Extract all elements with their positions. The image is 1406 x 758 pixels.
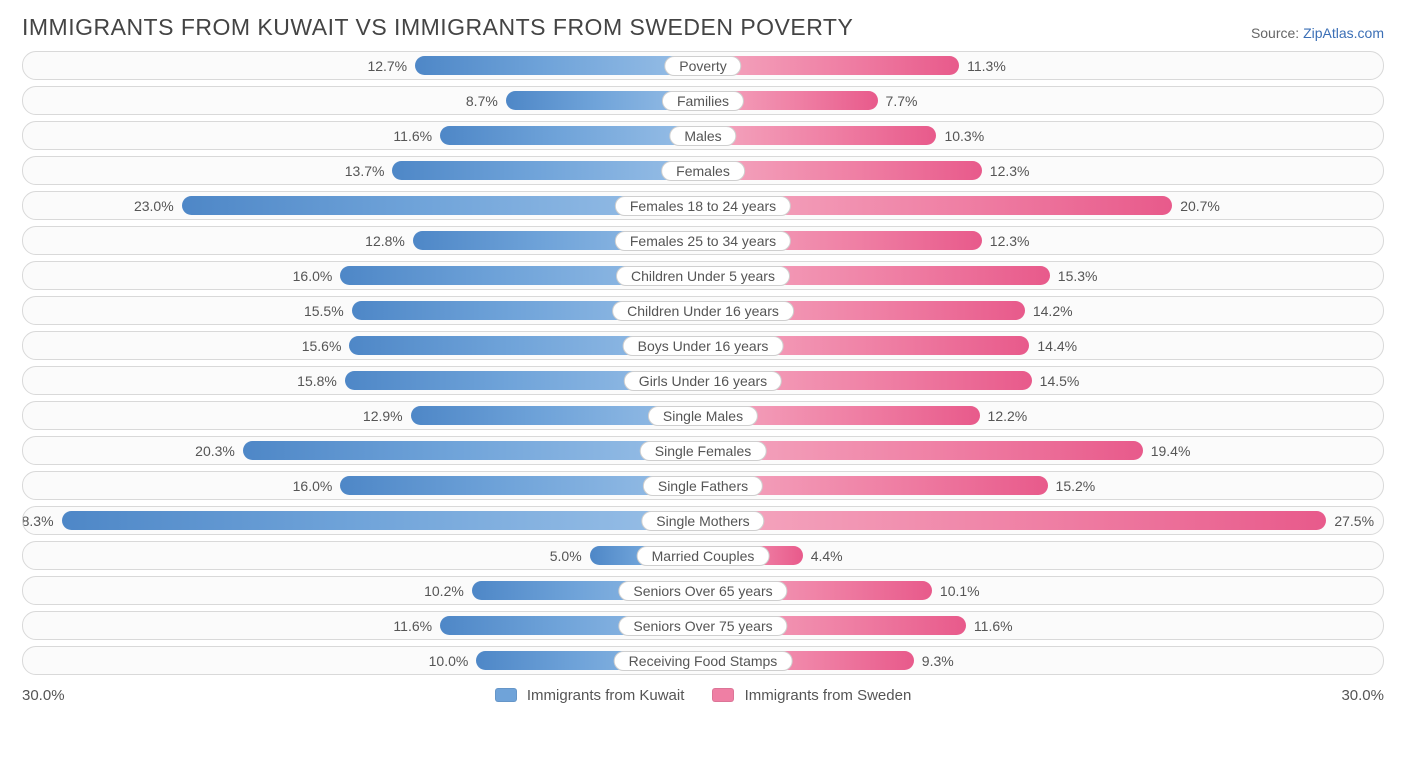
bar-sweden [703,511,1326,530]
category-label: Poverty [664,56,741,76]
category-label: Seniors Over 75 years [618,616,787,636]
legend-swatch-sweden [712,688,734,702]
chart-row: 12.7% 11.3% Poverty [22,51,1384,80]
value-label-sweden: 10.3% [936,122,992,149]
category-label: Single Mothers [641,511,764,531]
category-label: Children Under 16 years [612,301,794,321]
category-label: Females 18 to 24 years [615,196,791,216]
value-label-sweden: 19.4% [1143,437,1199,464]
bar-kuwait [440,126,703,145]
chart-row: 16.0% 15.3% Children Under 5 years [22,261,1384,290]
value-label-kuwait: 12.9% [355,402,411,429]
legend-swatch-kuwait [495,688,517,702]
source-label: Source: [1251,25,1299,41]
value-label-sweden: 7.7% [878,87,926,114]
value-label-kuwait: 10.2% [416,577,472,604]
category-label: Single Females [640,441,767,461]
category-label: Females [661,161,745,181]
legend-label-sweden: Immigrants from Sweden [745,687,912,704]
value-label-kuwait: 5.0% [542,542,590,569]
chart-row: 11.6% 11.6% Seniors Over 75 years [22,611,1384,640]
chart-row: 12.9% 12.2% Single Males [22,401,1384,430]
legend-label-kuwait: Immigrants from Kuwait [527,687,685,704]
value-label-kuwait: 8.7% [458,87,506,114]
bar-sweden [703,441,1143,460]
category-label: Single Males [648,406,758,426]
category-label: Boys Under 16 years [623,336,784,356]
chart-row: 11.6% 10.3% Males [22,121,1384,150]
value-label-kuwait: 20.3% [187,437,243,464]
value-label-sweden: 12.3% [982,227,1038,254]
category-label: Girls Under 16 years [624,371,782,391]
bar-kuwait [392,161,703,180]
value-label-kuwait: 16.0% [285,262,341,289]
value-label-kuwait: 16.0% [285,472,341,499]
value-label-kuwait: 12.7% [359,52,415,79]
header: IMMIGRANTS FROM KUWAIT VS IMMIGRANTS FRO… [0,0,1406,51]
chart-row: 15.5% 14.2% Children Under 16 years [22,296,1384,325]
value-label-kuwait: 10.0% [421,647,477,674]
value-label-sweden: 14.4% [1029,332,1085,359]
chart-row: 5.0% 4.4% Married Couples [22,541,1384,570]
chart-row: 15.8% 14.5% Girls Under 16 years [22,366,1384,395]
chart-row: 13.7% 12.3% Females [22,156,1384,185]
value-label-sweden: 15.3% [1050,262,1106,289]
chart-row: 16.0% 15.2% Single Fathers [22,471,1384,500]
category-label: Seniors Over 65 years [618,581,787,601]
legend-item-sweden: Immigrants from Sweden [712,687,911,704]
category-label: Families [662,91,744,111]
value-label-sweden: 4.4% [803,542,851,569]
value-label-sweden: 9.3% [914,647,962,674]
chart-row: 10.2% 10.1% Seniors Over 65 years [22,576,1384,605]
value-label-sweden: 14.5% [1032,367,1088,394]
chart-row: 15.6% 14.4% Boys Under 16 years [22,331,1384,360]
category-label: Males [669,126,736,146]
category-label: Children Under 5 years [616,266,790,286]
value-label-sweden: 11.3% [959,52,1014,79]
value-label-sweden: 12.3% [982,157,1038,184]
value-label-kuwait: 13.7% [337,157,393,184]
chart-row: 10.0% 9.3% Receiving Food Stamps [22,646,1384,675]
value-label-sweden: 12.2% [980,402,1036,429]
chart-row: 8.7% 7.7% Families [22,86,1384,115]
value-label-sweden: 14.2% [1025,297,1081,324]
value-label-kuwait: 15.8% [289,367,345,394]
chart-row: 12.8% 12.3% Females 25 to 34 years [22,226,1384,255]
bar-kuwait [243,441,703,460]
chart-row: 20.3% 19.4% Single Females [22,436,1384,465]
bar-sweden [703,56,959,75]
chart-row: 28.3% 27.5% Single Mothers [22,506,1384,535]
bar-sweden [703,126,936,145]
chart-area: 12.7% 11.3% Poverty 8.7% 7.7% Families 11.6% 10… [0,51,1406,675]
value-label-sweden: 27.5% [1326,507,1382,534]
value-label-kuwait: 11.6% [385,122,440,149]
axis-max-left: 30.0% [22,687,65,704]
value-label-kuwait: 15.6% [294,332,350,359]
category-label: Females 25 to 34 years [615,231,791,251]
value-label-sweden: 20.7% [1172,192,1228,219]
bar-kuwait [62,511,703,530]
value-label-kuwait: 23.0% [126,192,182,219]
value-label-kuwait: 15.5% [296,297,352,324]
source-value: ZipAtlas.com [1303,25,1384,41]
chart-footer: 30.0% Immigrants from Kuwait Immigrants … [0,681,1406,704]
axis-max-right: 30.0% [1341,687,1384,704]
chart-row: 23.0% 20.7% Females 18 to 24 years [22,191,1384,220]
category-label: Single Fathers [643,476,763,496]
legend: Immigrants from Kuwait Immigrants from S… [495,687,912,704]
value-label-sweden: 10.1% [932,577,988,604]
value-label-sweden: 15.2% [1048,472,1104,499]
category-label: Married Couples [637,546,770,566]
bar-kuwait [415,56,703,75]
source-attribution: Source: ZipAtlas.com [1251,25,1384,41]
chart-title: IMMIGRANTS FROM KUWAIT VS IMMIGRANTS FRO… [22,14,853,41]
value-label-sweden: 11.6% [966,612,1021,639]
value-label-kuwait: 12.8% [357,227,413,254]
legend-item-kuwait: Immigrants from Kuwait [495,687,685,704]
value-label-kuwait: 11.6% [385,612,440,639]
value-label-kuwait: 28.3% [22,507,62,534]
category-label: Receiving Food Stamps [614,651,793,671]
